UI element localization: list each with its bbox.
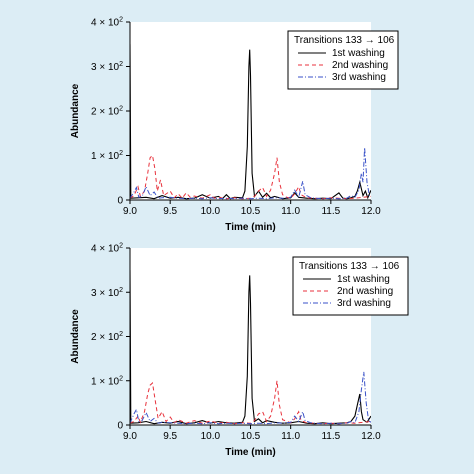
y-tick-mantissa: 3 × 10 xyxy=(91,62,120,73)
y-axis-title: Abundance xyxy=(70,83,81,138)
legend-label-2: 2nd washing xyxy=(337,286,393,297)
y-tick-exponent: 2 xyxy=(119,331,123,338)
series-line-1 xyxy=(130,44,371,200)
y-tick-mantissa: 1 × 10 xyxy=(91,376,120,387)
y-tick-exponent: 2 xyxy=(119,375,123,382)
x-tick-label: 11.0 xyxy=(281,431,300,442)
x-tick-label: 11.5 xyxy=(321,431,340,442)
x-tick-label: 9.5 xyxy=(163,206,177,217)
y-tick-label: 4 × 102 xyxy=(91,243,123,255)
legend-label-1: 1st washing xyxy=(332,48,385,59)
series-line-3 xyxy=(130,147,371,200)
y-tick-mantissa: 3 × 10 xyxy=(91,288,120,299)
y-tick-label: 2 × 102 xyxy=(91,106,123,118)
y-tick-label: 1 × 102 xyxy=(91,375,123,387)
legend-box xyxy=(292,256,409,316)
y-tick-mantissa: 1 × 10 xyxy=(91,151,120,162)
legend-title: Transitions 133 → 106 xyxy=(299,261,400,272)
y-tick-exponent: 2 xyxy=(119,106,123,113)
legend-title: Transitions 133 → 106 xyxy=(294,35,395,46)
legend-label-3: 3rd washing xyxy=(332,72,386,83)
legend-label-1: 1st washing xyxy=(337,274,390,285)
series-group xyxy=(130,270,371,425)
x-tick-label: 10.0 xyxy=(201,206,221,217)
y-tick-label: 3 × 102 xyxy=(91,287,123,299)
y-tick-label: 4 × 102 xyxy=(91,17,123,29)
x-axis-title: Time (min) xyxy=(225,222,275,233)
y-tick-mantissa: 4 × 10 xyxy=(91,18,120,29)
y-tick-exponent: 2 xyxy=(119,150,123,157)
y-tick-mantissa: 2 × 10 xyxy=(91,332,120,343)
series-group xyxy=(130,44,371,200)
y-tick-exponent: 2 xyxy=(119,17,123,24)
y-tick-mantissa: 2 × 10 xyxy=(91,107,120,118)
y-tick-mantissa: 4 × 10 xyxy=(91,244,120,255)
x-tick-label: 10.5 xyxy=(241,206,261,217)
x-tick-label: 11.5 xyxy=(321,206,340,217)
series-line-3 xyxy=(130,371,371,425)
y-tick-label: 0 xyxy=(117,421,123,432)
y-tick-label: 0 xyxy=(117,196,123,207)
x-tick-label: 9.5 xyxy=(163,431,177,442)
y-tick-exponent: 2 xyxy=(119,61,123,68)
y-tick-exponent: 2 xyxy=(119,287,123,294)
series-line-2 xyxy=(130,154,371,200)
y-tick-mantissa: 0 xyxy=(117,421,123,432)
x-tick-label: 10.0 xyxy=(201,431,221,442)
legend-label-3: 3rd washing xyxy=(337,298,391,309)
y-tick-label: 1 × 102 xyxy=(91,150,123,162)
x-tick-label: 10.5 xyxy=(241,431,261,442)
x-tick-label: 9.0 xyxy=(123,206,137,217)
legend-label-2: 2nd washing xyxy=(332,60,388,71)
x-axis-title: Time (min) xyxy=(225,447,275,458)
y-tick-label: 3 × 102 xyxy=(91,61,123,73)
y-axis-title: Abundance xyxy=(70,309,81,364)
y-tick-label: 2 × 102 xyxy=(91,331,123,343)
x-tick-label: 11.0 xyxy=(281,206,300,217)
y-tick-exponent: 2 xyxy=(119,243,123,250)
x-tick-label: 12.0 xyxy=(361,206,381,217)
x-tick-label: 9.0 xyxy=(123,431,137,442)
y-tick-mantissa: 0 xyxy=(117,196,123,207)
legend-box xyxy=(287,30,399,90)
x-tick-label: 12.0 xyxy=(361,431,381,442)
